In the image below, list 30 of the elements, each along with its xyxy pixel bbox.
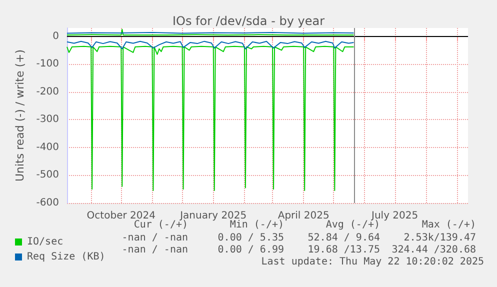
y-tick-label: -200 xyxy=(36,86,59,98)
legend-label: IO/sec xyxy=(27,236,64,248)
text: 0.00 / 6.99 xyxy=(218,244,284,256)
line-series xyxy=(66,40,354,50)
x-tick-label: October 2024 xyxy=(86,210,156,222)
text: -nan / -nan xyxy=(122,232,188,244)
y-tick-label: 0 xyxy=(52,30,59,42)
text: 19.68 /13.75 xyxy=(308,244,380,256)
y-tick-label: -400 xyxy=(36,142,59,153)
text: 0.00 / 5.35 xyxy=(218,232,284,244)
text: Max (-/+) xyxy=(422,220,476,230)
text: Cur (-/+) xyxy=(134,220,188,230)
y-tick-label: -300 xyxy=(36,114,59,126)
text: Avg (-/+) xyxy=(326,220,380,230)
y-tick-label: -500 xyxy=(36,170,59,181)
chart-title: IOs for /dev/sda - by year xyxy=(172,14,325,28)
x-tick-label: July 2025 xyxy=(370,210,418,222)
x-tick-label: January 2025 xyxy=(179,210,247,222)
text: 52.84 / 9.64 xyxy=(308,232,380,244)
y-axis-title: Units read (-) / write (+) xyxy=(13,49,26,182)
y-tick-label: -600 xyxy=(36,198,59,208)
text: 2.53k/139.47 xyxy=(404,232,476,244)
y-tick-label: -100 xyxy=(36,58,59,70)
legend-label: Req Size (KB) xyxy=(27,252,106,262)
text: Last update: Thu May 22 10:20:02 2025 xyxy=(261,256,484,268)
text: -nan / -nan xyxy=(122,244,188,256)
x-tick-label: April 2025 xyxy=(278,210,330,222)
text: 324.44 /320.68 xyxy=(392,244,476,256)
text: Min (-/+) xyxy=(230,220,284,230)
line-series xyxy=(66,46,354,191)
